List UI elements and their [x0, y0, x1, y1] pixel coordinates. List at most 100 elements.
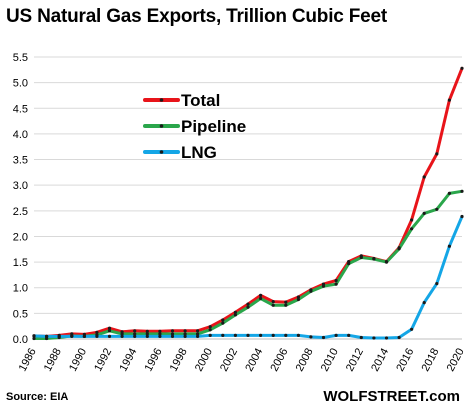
data-point-total	[158, 329, 162, 333]
x-tick-label: 1998	[168, 346, 190, 373]
x-tick-label: 2000	[193, 346, 215, 373]
data-point-lng	[45, 334, 49, 338]
data-point-lng	[221, 333, 225, 337]
x-tick-label: 2018	[420, 346, 442, 373]
data-point-pipeline	[359, 255, 363, 260]
data-point-pipeline	[384, 260, 389, 264]
y-tick-label: 3.5	[13, 155, 28, 167]
x-tick-label: 1996	[143, 346, 165, 373]
data-point-lng	[57, 334, 61, 338]
data-point-pipeline	[309, 289, 313, 293]
data-point-lng	[82, 334, 86, 338]
data-point-lng	[447, 244, 451, 248]
x-tick-label: 2002	[218, 346, 240, 373]
data-point-total	[296, 295, 300, 299]
data-point-lng	[70, 334, 74, 338]
series-line-pipeline	[32, 189, 464, 340]
data-point-lng	[384, 336, 389, 340]
legend-label-pipeline: Pipeline	[181, 117, 246, 136]
data-point-lng	[120, 334, 124, 338]
y-tick-label: 0.5	[13, 308, 28, 320]
legend-label-total: Total	[181, 91, 220, 110]
data-point-lng	[284, 333, 288, 337]
data-point-lng	[196, 334, 200, 338]
grid-lines	[34, 56, 462, 340]
data-point-total	[334, 278, 338, 283]
data-point-total	[422, 175, 426, 179]
source-note: Source: EIA	[6, 391, 69, 403]
data-point-pipeline	[347, 262, 351, 266]
data-point-total	[133, 329, 137, 333]
data-point-lng	[95, 334, 99, 338]
data-point-pipeline	[284, 303, 288, 307]
x-tick-label: 1990	[67, 346, 89, 373]
legend-marker	[159, 150, 164, 154]
data-point-pipeline	[334, 282, 338, 286]
data-point-pipeline	[196, 332, 200, 336]
data-point-lng	[296, 333, 300, 337]
data-point-pipeline	[372, 257, 376, 261]
data-point-total	[208, 325, 212, 329]
data-point-lng	[107, 334, 112, 338]
y-tick-label: 4.0	[13, 129, 28, 141]
y-tick-label: 2.0	[13, 231, 28, 243]
data-point-pipeline	[296, 297, 300, 302]
series-lines	[32, 66, 464, 341]
data-point-pipeline	[170, 332, 175, 336]
x-tick-labels: 1986 1988 1990 1992 1994 1996 1998 2000 2002 2004…	[17, 346, 467, 373]
x-tick-label: 1986	[17, 346, 39, 373]
x-tick-label: 2008	[294, 346, 316, 373]
data-point-total	[95, 330, 99, 334]
y-tick-label: 1.0	[13, 283, 28, 295]
data-point-pipeline	[259, 296, 263, 301]
x-tick-label: 1994	[117, 346, 139, 373]
data-point-total	[145, 329, 149, 333]
data-point-pipeline	[133, 332, 137, 336]
y-tick-label: 5.5	[13, 52, 28, 64]
data-point-lng	[397, 335, 401, 340]
data-point-total	[410, 218, 414, 222]
data-point-lng	[359, 335, 363, 340]
data-point-pipeline	[397, 247, 401, 251]
data-point-lng	[32, 334, 36, 338]
y-tick-label: 3.0	[13, 180, 28, 192]
data-point-lng	[271, 333, 275, 337]
data-point-lng	[158, 334, 162, 338]
data-point-total	[221, 318, 225, 322]
legend-label-lng: LNG	[181, 143, 217, 162]
data-point-lng	[246, 333, 250, 337]
data-point-pipeline	[120, 332, 124, 336]
data-point-lng	[170, 334, 175, 338]
data-point-total	[196, 329, 200, 333]
legend: Total Pipeline LNG	[143, 91, 246, 162]
series-line-lng	[32, 215, 464, 340]
y-tick-label: 5.0	[13, 78, 28, 90]
data-point-pipeline	[107, 329, 112, 333]
data-point-pipeline	[435, 207, 439, 211]
data-point-total	[435, 152, 439, 156]
data-point-pipeline	[158, 332, 162, 336]
x-tick-label: 1988	[42, 346, 64, 373]
data-point-pipeline	[410, 227, 414, 231]
data-point-pipeline	[145, 332, 149, 336]
x-tick-label: 2006	[268, 346, 290, 373]
data-point-total	[447, 98, 451, 102]
data-point-lng	[347, 333, 351, 337]
x-tick-label: 2010	[319, 346, 341, 373]
legend-marker	[159, 98, 164, 102]
data-point-lng	[133, 334, 137, 338]
data-point-lng	[422, 301, 426, 305]
x-tick-label: 2012	[344, 346, 366, 373]
x-tick-label: 2004	[243, 346, 265, 373]
data-point-pipeline	[208, 328, 212, 332]
data-point-lng	[321, 335, 326, 340]
data-point-lng	[259, 333, 263, 337]
data-point-total	[259, 293, 263, 297]
y-tick-label: 4.5	[13, 103, 28, 115]
data-point-pipeline	[246, 305, 250, 309]
data-point-lng	[233, 333, 237, 337]
y-tick-label: 2.5	[13, 206, 28, 218]
data-point-total	[183, 329, 187, 333]
data-point-lng	[435, 282, 439, 286]
